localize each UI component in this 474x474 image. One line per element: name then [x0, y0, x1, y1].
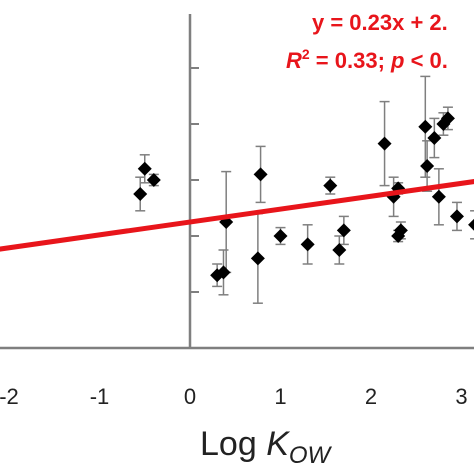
x-tick-label: 3	[455, 384, 467, 409]
data-point-diamond	[431, 189, 446, 204]
x-tick-label: 0	[184, 384, 196, 409]
r2-exponent: 2	[302, 46, 310, 62]
fit-line-layer	[0, 179, 474, 252]
x-tick-label: 2	[365, 384, 377, 409]
x-axis-label-subscript: OW	[289, 442, 333, 469]
p-symbol: p	[390, 48, 404, 73]
data-point-diamond	[146, 173, 161, 187]
x-tick-labels: -2 -1 0 1 2 3	[0, 384, 468, 409]
data-point-diamond	[323, 178, 338, 193]
x-axis-label: Log KOW	[200, 425, 333, 469]
regression-line	[0, 179, 474, 252]
x-axis-label-symbol: K	[266, 425, 290, 463]
data-point-diamond	[300, 237, 315, 252]
x-tick-label: -2	[0, 384, 19, 409]
data-point-diamond	[420, 159, 435, 173]
data-point-diamond	[133, 187, 148, 201]
data-point-diamond	[137, 161, 152, 176]
x-tick-label: 1	[274, 384, 286, 409]
data-point-diamond	[427, 131, 442, 145]
data-point-diamond	[393, 223, 408, 238]
data-points	[133, 111, 474, 283]
data-point-diamond	[250, 251, 265, 266]
r2-value: = 0.33;	[310, 48, 391, 73]
data-point-diamond	[377, 136, 392, 151]
fit-equation: y = 0.23x + 2.	[312, 10, 448, 35]
p-value: < 0.	[404, 48, 447, 73]
data-point-diamond	[468, 218, 474, 231]
data-point-diamond	[440, 111, 455, 126]
data-point-diamond	[332, 243, 347, 257]
data-point-diamond	[336, 223, 351, 238]
x-axis-label-prefix: Log	[200, 425, 266, 463]
r2-symbol: R	[286, 48, 302, 73]
chart-axes	[0, 14, 474, 350]
data-point-diamond	[273, 229, 288, 243]
data-point-diamond	[216, 265, 231, 280]
x-tick-label: -1	[90, 384, 110, 409]
data-point-diamond	[418, 119, 433, 134]
fit-statistics: R2 = 0.33; p < 0.	[286, 46, 448, 73]
data-point-diamond	[449, 209, 464, 224]
data-point-diamond	[253, 167, 268, 182]
